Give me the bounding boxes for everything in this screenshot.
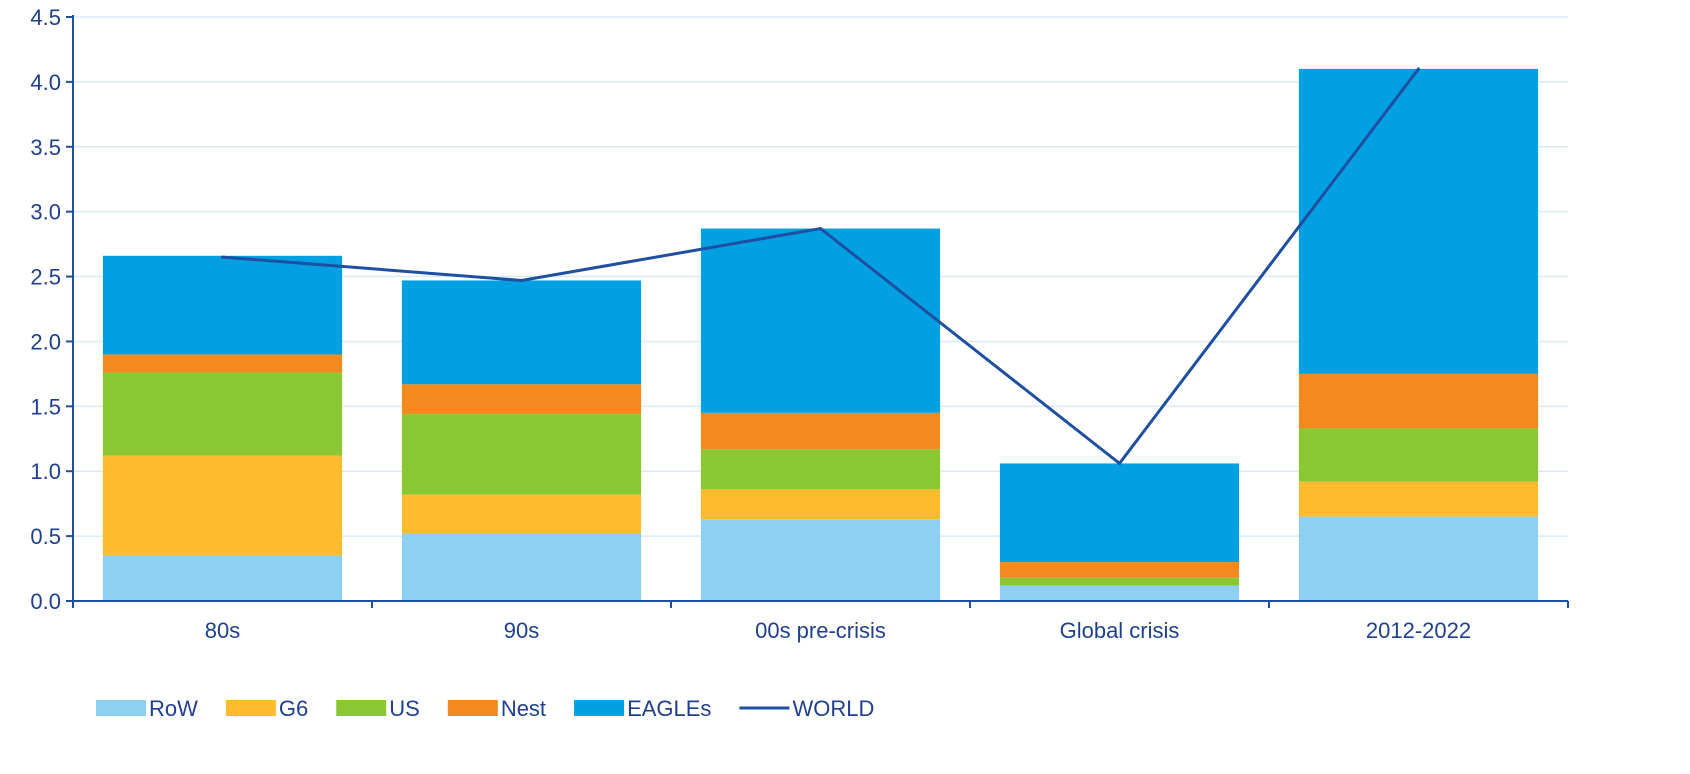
bar-segment-us: [999, 577, 1240, 586]
bar-segment-us: [401, 414, 642, 495]
axes: [66, 15, 1569, 608]
legend-label: WORLD: [792, 696, 874, 721]
legend-label: RoW: [149, 696, 198, 721]
legend-item-world: WORLD: [739, 696, 874, 721]
legend-label: EAGLEs: [627, 696, 711, 721]
legend-label: G6: [279, 696, 308, 721]
legend-item-nest: Nest: [447, 696, 546, 721]
bar-segment-eagles: [999, 463, 1240, 563]
legend-item-row: RoW: [96, 696, 198, 721]
bar-segment-eagles: [102, 255, 343, 355]
bar-segment-g6: [401, 494, 642, 534]
y-tick-label: 3.5: [30, 135, 61, 160]
y-tick-label: 0.0: [30, 589, 61, 614]
bar-segment-us: [700, 449, 941, 490]
legend-label: US: [389, 696, 420, 721]
y-tick-label: 0.5: [30, 524, 61, 549]
bar-segment-nest: [700, 412, 941, 450]
bar-segment-g6: [102, 455, 343, 556]
legend-item-us: US: [336, 696, 420, 721]
y-tick-label: 1.5: [30, 394, 61, 419]
bar-segment-us: [1298, 428, 1539, 482]
x-tick-label: 00s pre-crisis: [755, 618, 886, 643]
legend: RoW G6 US Nest EAGLEs WORLD: [96, 696, 874, 721]
legend-swatch: [447, 700, 498, 716]
legend-swatch: [225, 700, 276, 716]
bar-segment-g6: [1298, 481, 1539, 517]
bar-segment-eagles: [700, 228, 941, 413]
bar-segment-row: [102, 555, 343, 601]
y-tick-label: 3.0: [30, 200, 61, 225]
x-tick-label: 90s: [504, 618, 539, 643]
line-point-world: [1417, 67, 1420, 71]
bar-segment-nest: [1298, 373, 1539, 429]
y-tick-label: 2.5: [30, 265, 61, 290]
legend-item-eagles: EAGLEs: [574, 696, 711, 721]
legend-swatch: [336, 700, 387, 716]
y-tick-labels: 0.0 0.5 1.0 1.5 2.0 2.5 3.0 3.5 4.0 4.5: [30, 5, 61, 614]
bars: [102, 68, 1539, 601]
bar-segment-nest: [102, 354, 343, 373]
x-tick-label: 80s: [205, 618, 240, 643]
legend-swatch: [96, 700, 146, 716]
bar-segment-row: [700, 519, 941, 601]
bar-segment-row: [999, 585, 1240, 601]
bar-segment-g6: [700, 489, 941, 520]
bar-segment-eagles: [401, 280, 642, 385]
y-tick-label: 1.0: [30, 459, 61, 484]
bar-segment-nest: [401, 384, 642, 415]
line-point-world: [1118, 461, 1121, 465]
y-tick-label: 2.0: [30, 329, 61, 354]
bar-segment-row: [1298, 516, 1539, 601]
legend-swatch: [574, 700, 625, 716]
bar-segment-row: [401, 533, 642, 601]
legend-label: Nest: [501, 696, 546, 721]
world-line: [221, 67, 1420, 466]
x-tick-label: 2012-2022: [1366, 618, 1471, 643]
line-point-world: [520, 278, 523, 282]
x-tick-labels: 80s 90s 00s pre-crisis Global crisis 2012-20…: [205, 618, 1471, 643]
y-tick-label: 4.5: [30, 5, 61, 30]
line-point-world: [819, 227, 822, 231]
legend-item-g6: G6: [225, 696, 308, 721]
y-tick-label: 4.0: [30, 70, 61, 95]
bar-segment-nest: [999, 562, 1240, 578]
bar-segment-us: [102, 372, 343, 456]
line-point-world: [221, 255, 224, 259]
x-tick-label: Global crisis: [1060, 618, 1180, 643]
bar-segment-eagles: [1298, 68, 1539, 374]
